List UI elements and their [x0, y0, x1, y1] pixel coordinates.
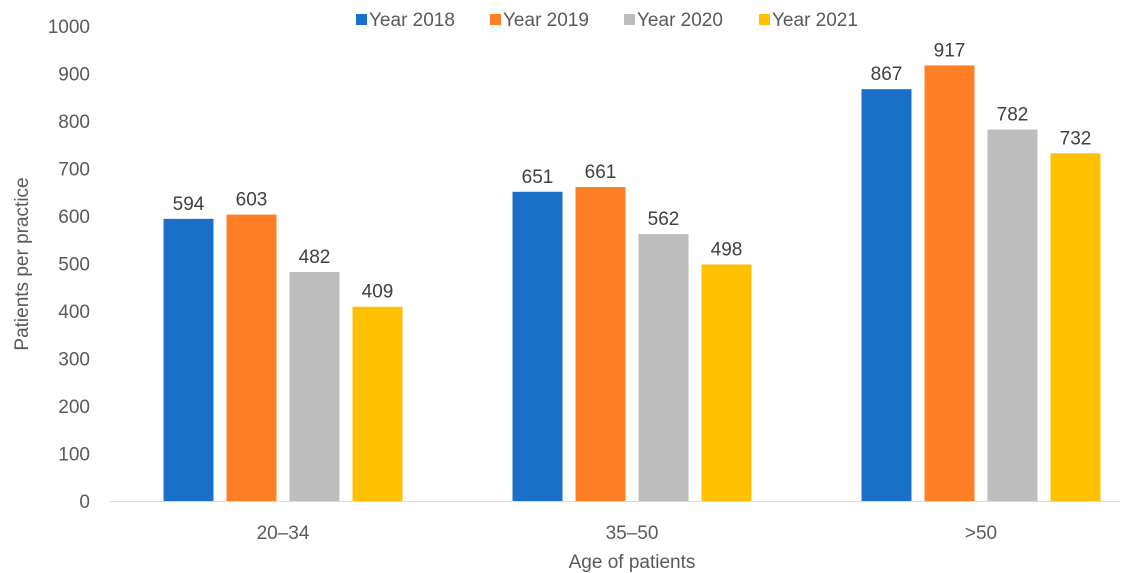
y-tick-label: 600	[58, 207, 90, 228]
y-tick-label: 500	[58, 255, 90, 276]
bar	[638, 234, 689, 502]
legend-label: Year 2019	[503, 10, 589, 31]
legend-label: Year 2018	[369, 10, 455, 31]
legend-label: Year 2021	[772, 10, 858, 31]
bar	[512, 191, 563, 501]
y-tick-label: 0	[79, 492, 90, 513]
legend: Year 2018 Year 2019 Year 2020 Year 2021	[356, 10, 858, 31]
x-tick-label: >50	[965, 523, 997, 544]
data-label: 603	[236, 190, 268, 211]
bar	[163, 218, 214, 501]
y-tick-label: 100	[58, 445, 90, 466]
y-tick-label: 700	[58, 160, 90, 181]
legend-swatch	[759, 14, 770, 25]
x-axis: 20–34 35–50 >50	[110, 501, 1120, 544]
data-label: 409	[362, 282, 394, 303]
legend-label: Year 2020	[637, 10, 723, 31]
data-label: 651	[522, 167, 554, 188]
x-tick-label: 35–50	[606, 523, 659, 544]
x-tick-label: 20–34	[257, 523, 310, 544]
data-label: 562	[648, 209, 680, 230]
bar	[861, 89, 912, 502]
data-label: 732	[1060, 128, 1092, 149]
y-tick-label: 900	[58, 65, 90, 86]
bar	[987, 129, 1038, 502]
y-tick-label: 200	[58, 397, 90, 418]
legend-swatch	[490, 14, 501, 25]
bar	[289, 272, 340, 501]
y-axis-title: Patients per practice	[12, 177, 33, 350]
bar	[701, 264, 752, 501]
y-tick-label: 1000	[48, 17, 90, 38]
data-label: 498	[711, 239, 743, 260]
data-label: 782	[997, 105, 1029, 126]
data-label: 917	[934, 40, 966, 61]
bar	[924, 65, 975, 502]
legend-swatch	[624, 14, 635, 25]
bar	[1050, 153, 1101, 502]
y-tick-label: 300	[58, 350, 90, 371]
bars: 594 603 482 409 651 661 562 498 867 917 782 732	[163, 40, 1101, 502]
y-tick-label: 400	[58, 302, 90, 323]
legend-swatch	[356, 14, 367, 25]
data-label: 482	[299, 247, 331, 268]
y-axis: 0 100 200 300 400 500 600 700 800 900 1000	[48, 17, 90, 513]
data-label: 661	[585, 162, 617, 183]
data-label: 867	[871, 64, 903, 85]
bar	[226, 214, 277, 501]
bar	[352, 306, 403, 501]
x-axis-title: Age of patients	[569, 552, 696, 573]
data-label: 594	[173, 194, 205, 215]
bar	[575, 187, 626, 501]
y-tick-label: 800	[58, 112, 90, 133]
